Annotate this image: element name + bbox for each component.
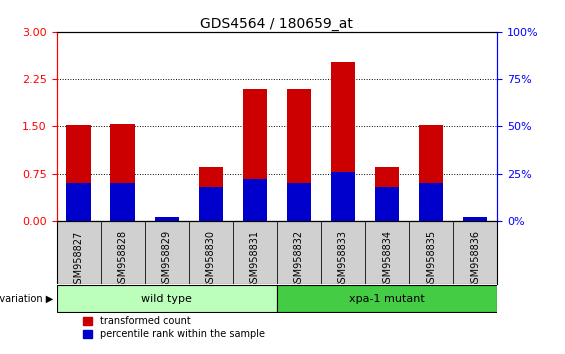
Bar [111,183,134,221]
Bar [199,187,223,221]
Bar [287,183,311,221]
Bar [453,221,497,284]
Bar [375,167,399,221]
Bar [463,217,487,221]
Bar [375,187,399,221]
Bar [365,221,409,284]
Bar [67,125,90,221]
Bar [321,221,365,284]
Bar [199,167,223,221]
Bar [56,285,277,312]
Legend: transformed count, percentile rank within the sample: transformed count, percentile rank withi… [84,316,265,339]
Text: GSM958831: GSM958831 [250,230,260,289]
Bar [243,88,267,221]
Bar [101,221,145,284]
Bar [277,221,321,284]
Bar [419,183,443,221]
Bar [155,217,179,221]
Bar [56,221,101,284]
Text: GSM958833: GSM958833 [338,230,348,289]
Bar [243,179,267,221]
Text: GSM958836: GSM958836 [470,230,480,289]
Text: xpa-1 mutant: xpa-1 mutant [349,293,425,304]
Bar [287,88,311,221]
Title: GDS4564 / 180659_at: GDS4564 / 180659_at [201,17,353,31]
Text: GSM958829: GSM958829 [162,230,172,290]
Bar [409,221,453,284]
Text: GSM958828: GSM958828 [118,230,128,290]
Bar [111,125,134,221]
Bar [463,219,487,221]
Text: GSM958827: GSM958827 [73,230,84,290]
Bar [67,183,90,221]
Text: GSM958830: GSM958830 [206,230,216,289]
Text: GSM958832: GSM958832 [294,230,304,290]
Text: genotype/variation ▶: genotype/variation ▶ [0,293,54,304]
Text: wild type: wild type [141,293,192,304]
Bar [189,221,233,284]
Bar [331,62,355,221]
Bar [233,221,277,284]
Bar [155,219,179,221]
Bar [145,221,189,284]
Bar [331,172,355,221]
Bar [419,125,443,221]
Text: GSM958834: GSM958834 [382,230,392,289]
Text: GSM958835: GSM958835 [426,230,436,290]
Bar [277,285,497,312]
